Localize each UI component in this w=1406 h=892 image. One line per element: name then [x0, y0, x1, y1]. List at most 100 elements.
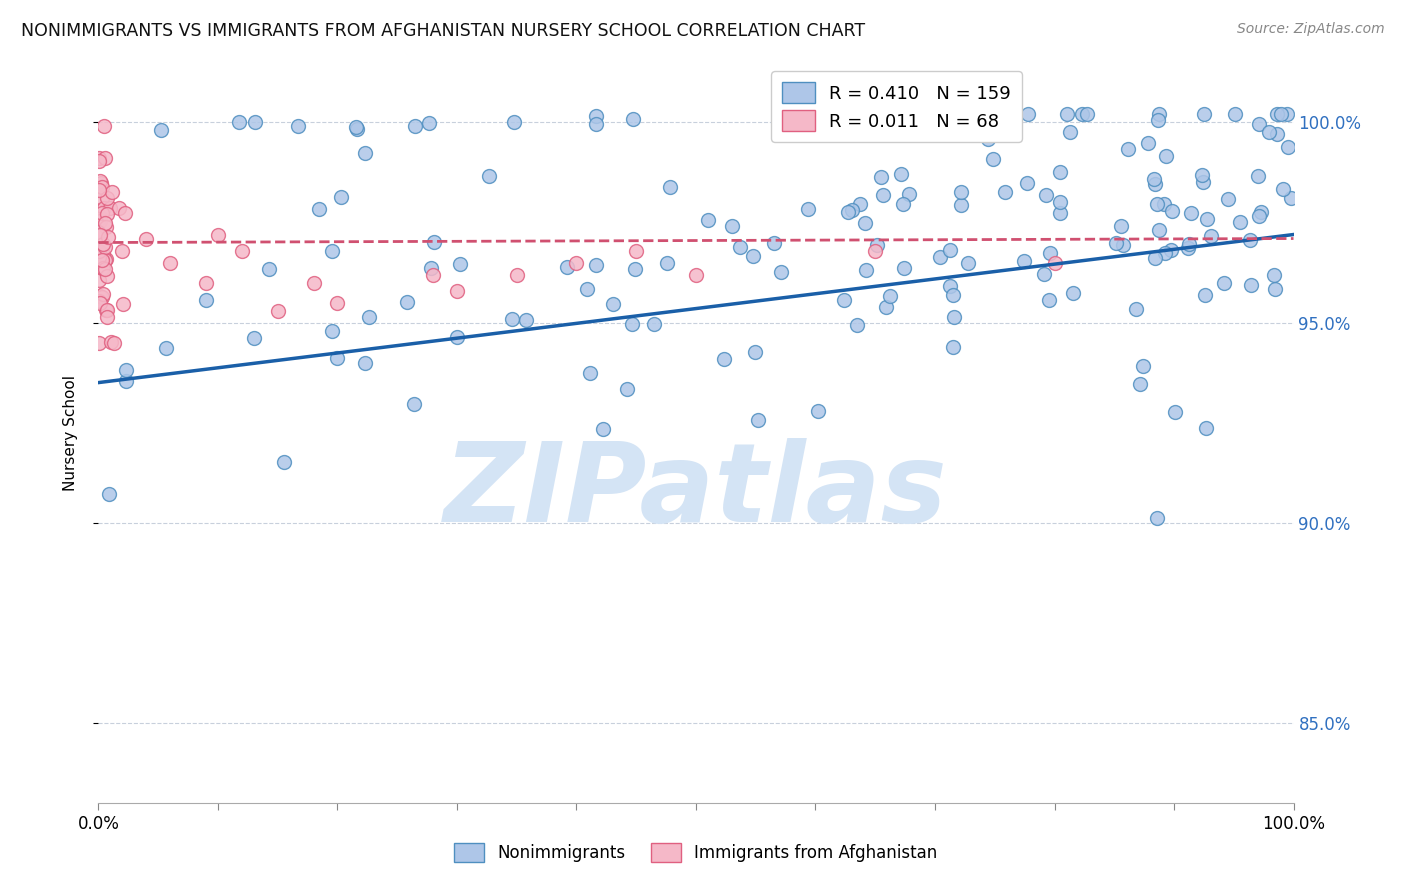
Point: [91, 191, 114, 205]
Point: [763, 235, 786, 250]
Point: [1164, 405, 1187, 419]
Point: [90, 176, 112, 190]
Point: [87, 294, 110, 309]
Point: [1076, 107, 1098, 121]
Point: [354, 145, 377, 160]
Point: [797, 202, 820, 216]
Point: [321, 324, 343, 338]
Point: [96, 303, 118, 318]
Point: [115, 363, 138, 377]
Point: [1191, 168, 1213, 182]
Point: [849, 197, 872, 211]
Point: [96, 310, 118, 325]
Point: [108, 202, 131, 216]
Point: [1277, 140, 1299, 154]
Point: [832, 293, 855, 308]
Point: [872, 188, 894, 202]
Point: [89, 182, 111, 196]
Point: [841, 203, 863, 218]
Point: [98, 202, 121, 216]
Point: [94, 252, 117, 266]
Point: [565, 255, 588, 269]
Point: [1144, 177, 1167, 191]
Point: [1104, 235, 1126, 250]
Point: [747, 413, 769, 427]
Point: [879, 289, 901, 303]
Point: [195, 276, 218, 290]
Point: [1239, 233, 1261, 247]
Point: [585, 258, 607, 272]
Point: [93, 119, 115, 133]
Point: [257, 262, 280, 277]
Point: [1192, 175, 1215, 189]
Point: [395, 295, 418, 310]
Point: [1153, 196, 1175, 211]
Point: [155, 341, 177, 355]
Point: [949, 198, 972, 212]
Point: [87, 226, 110, 240]
Point: [616, 382, 638, 396]
Point: [91, 206, 114, 220]
Point: [942, 287, 965, 301]
Point: [91, 260, 114, 275]
Point: [89, 228, 111, 243]
Point: [1017, 176, 1039, 190]
Point: [1265, 127, 1288, 141]
Point: [87, 273, 110, 287]
Point: [96, 191, 118, 205]
Point: [769, 265, 792, 279]
Point: [346, 121, 368, 136]
Point: [194, 293, 217, 307]
Point: [1270, 107, 1292, 121]
Point: [620, 317, 643, 331]
Point: [97, 486, 120, 500]
Point: [855, 263, 877, 277]
Point: [503, 115, 526, 129]
Point: [1263, 268, 1285, 282]
Point: [1223, 107, 1246, 121]
Point: [1199, 228, 1222, 243]
Point: [242, 331, 264, 345]
Point: [1033, 267, 1056, 281]
Point: [1109, 219, 1132, 233]
Point: [865, 238, 887, 252]
Point: [853, 216, 876, 230]
Point: [1275, 107, 1298, 121]
Point: [994, 185, 1017, 199]
Point: [103, 335, 125, 350]
Point: [949, 186, 972, 200]
Point: [1194, 288, 1216, 302]
Point: [446, 330, 468, 344]
Point: [1132, 359, 1154, 373]
Point: [1154, 148, 1177, 162]
Point: [93, 151, 115, 165]
Point: [626, 244, 648, 258]
Point: [643, 317, 665, 331]
Point: [91, 290, 114, 304]
Point: [685, 268, 707, 282]
Point: [585, 117, 607, 131]
Point: [939, 243, 962, 257]
Point: [89, 253, 111, 268]
Point: [89, 289, 111, 303]
Point: [114, 206, 136, 220]
Point: [1049, 165, 1071, 179]
Y-axis label: Nursery School: Nursery School: [63, 375, 77, 491]
Point: [402, 397, 425, 411]
Point: [1160, 243, 1182, 257]
Point: [742, 249, 765, 263]
Point: [135, 231, 157, 245]
Point: [111, 244, 134, 258]
Point: [807, 404, 830, 418]
Point: [1146, 511, 1168, 525]
Point: [93, 216, 115, 230]
Point: [228, 115, 250, 129]
Point: [90, 260, 112, 275]
Point: [1154, 246, 1177, 260]
Point: [658, 179, 681, 194]
Point: [870, 169, 893, 184]
Point: [592, 422, 614, 436]
Point: [1062, 285, 1084, 300]
Point: [420, 261, 443, 276]
Point: [929, 250, 952, 264]
